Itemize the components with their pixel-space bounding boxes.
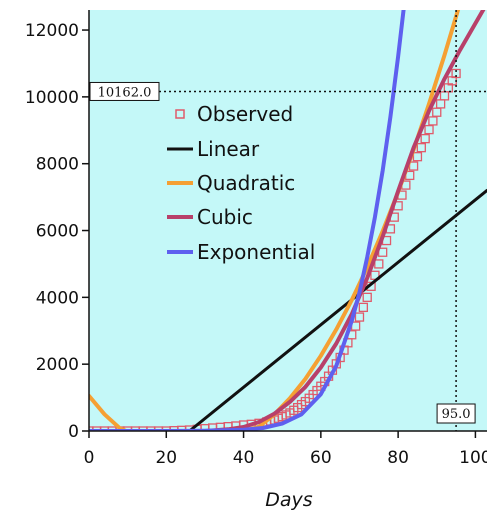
y-tick-label: 4000 <box>36 288 79 308</box>
x-tick-label: 80 <box>387 448 409 468</box>
data-point-observed <box>92 426 102 431</box>
series-line-cubic <box>89 10 486 431</box>
plot-area <box>89 10 487 431</box>
x-tick-label: 40 <box>233 448 255 468</box>
data-point-observed <box>424 124 434 135</box>
data-point-observed <box>420 133 430 144</box>
data-point-observed <box>153 426 164 431</box>
data-point-observed <box>354 312 365 322</box>
reference-y-label: 10162.0 <box>98 85 152 100</box>
data-point-observed <box>374 259 384 269</box>
legend-label-linear: Linear <box>197 137 260 161</box>
data-point-observed <box>428 116 438 126</box>
data-point-observed <box>358 302 368 313</box>
legend-label-cubic: Cubic <box>197 205 253 229</box>
data-point-observed <box>130 426 141 431</box>
y-tick-label: 2000 <box>36 355 79 375</box>
reference-x-label: 95.0 <box>442 407 471 422</box>
y-tick-label: 12000 <box>25 21 79 41</box>
data-point-observed <box>416 143 426 153</box>
data-point-observed <box>138 426 148 431</box>
legend-label-quadratic: Quadratic <box>197 171 295 195</box>
data-point-observed <box>161 426 171 431</box>
x-axis-title: Days <box>265 489 313 511</box>
series-line-linear <box>188 188 487 431</box>
legend-label-observed: Observed <box>197 102 293 126</box>
y-tick-label: 10000 <box>25 88 79 108</box>
data-point-observed <box>412 152 423 162</box>
x-tick-label: 60 <box>310 448 332 468</box>
legend-label-exponential: Exponential <box>197 240 315 264</box>
y-tick-label: 0 <box>68 422 79 442</box>
data-point-observed <box>99 426 110 431</box>
data-point-observed <box>107 426 117 431</box>
data-point-observed <box>146 426 156 431</box>
y-tick-label: 8000 <box>36 155 79 175</box>
x-tick-label: 100 <box>459 448 487 468</box>
data-point-observed <box>451 68 461 79</box>
x-tick-label: 0 <box>84 448 95 468</box>
reference-x-label-box <box>436 403 476 424</box>
data-point-observed <box>362 292 372 302</box>
data-point-observed <box>122 426 133 431</box>
reference-y-label-box <box>89 81 160 101</box>
x-tick-label: 20 <box>155 448 177 468</box>
legend-marker-observed <box>175 109 185 119</box>
y-tick-label: 6000 <box>36 222 79 242</box>
